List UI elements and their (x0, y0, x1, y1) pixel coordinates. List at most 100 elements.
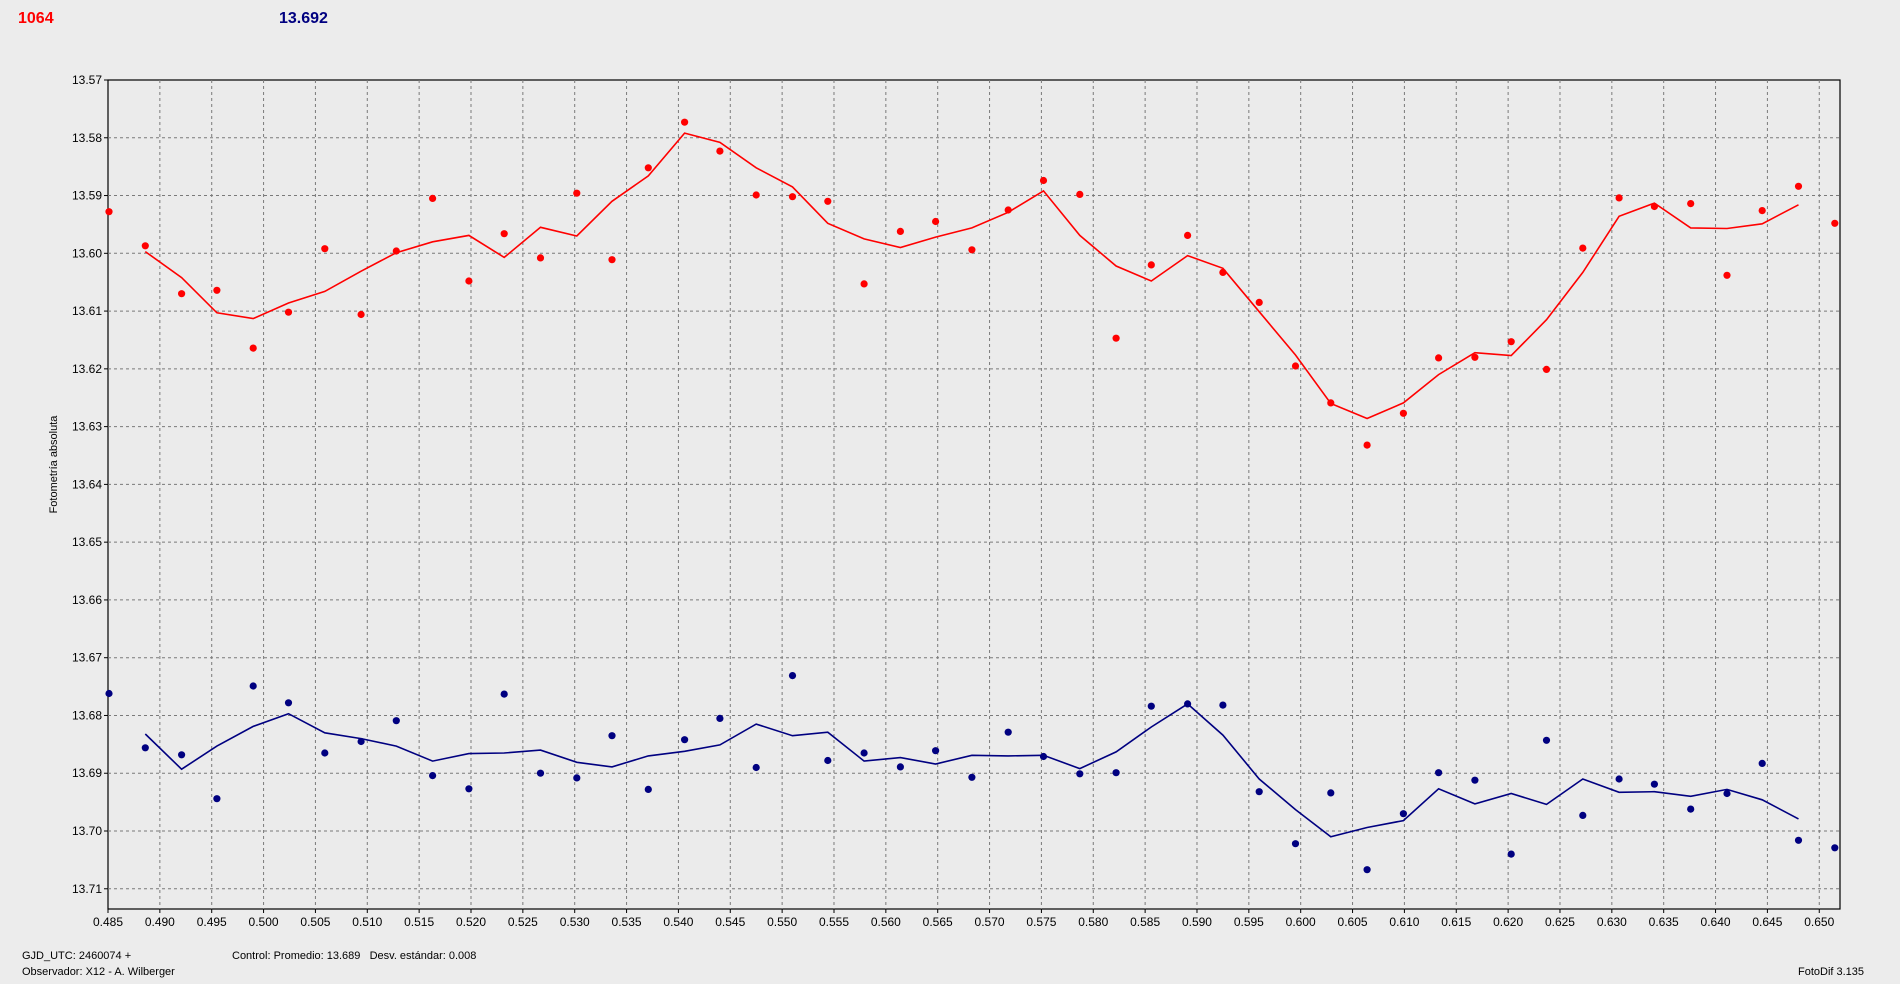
data-point[interactable] (1004, 728, 1012, 736)
data-point[interactable] (1255, 298, 1263, 306)
data-point[interactable] (321, 749, 329, 757)
data-point[interactable] (1758, 759, 1766, 768)
data-point[interactable] (321, 245, 329, 253)
data-point[interactable] (1039, 176, 1048, 185)
data-point[interactable] (178, 751, 186, 759)
data-point[interactable] (716, 714, 724, 723)
data-point[interactable] (860, 749, 868, 757)
data-point[interactable] (392, 717, 400, 725)
data-point[interactable] (788, 672, 797, 680)
data-point[interactable] (1687, 805, 1695, 813)
data-point[interactable] (896, 763, 905, 771)
data-point[interactable] (105, 208, 113, 216)
data-point[interactable] (1435, 354, 1443, 362)
data-point[interactable] (573, 774, 581, 782)
data-point[interactable] (932, 217, 940, 226)
data-point[interactable] (1184, 231, 1192, 239)
data-point[interactable] (1076, 770, 1084, 778)
data-point[interactable] (284, 308, 293, 316)
data-point[interactable] (536, 254, 545, 262)
data-point[interactable] (1291, 840, 1300, 848)
data-point[interactable] (968, 246, 976, 254)
data-point[interactable] (500, 230, 508, 238)
data-point[interactable] (824, 197, 832, 205)
data-point[interactable] (1758, 207, 1766, 215)
data-point[interactable] (1327, 789, 1335, 797)
data-point[interactable] (500, 690, 508, 698)
data-point[interactable] (1004, 206, 1012, 214)
data-point[interactable] (213, 286, 221, 294)
data-point[interactable] (1219, 701, 1227, 709)
data-point[interactable] (392, 247, 400, 255)
data-point[interactable] (1542, 736, 1551, 744)
data-point[interactable] (860, 280, 868, 288)
data-point[interactable] (536, 769, 545, 777)
data-point[interactable] (141, 242, 149, 250)
data-point[interactable] (1363, 866, 1371, 874)
data-point[interactable] (1471, 776, 1479, 784)
data-point[interactable] (752, 191, 760, 199)
data-point[interactable] (1076, 190, 1084, 198)
data-point[interactable] (968, 773, 976, 781)
data-point[interactable] (932, 747, 940, 755)
data-point[interactable] (1723, 271, 1731, 279)
data-point[interactable] (1184, 700, 1192, 708)
data-point[interactable] (1507, 338, 1515, 346)
data-point[interactable] (1399, 810, 1407, 818)
data-point[interactable] (357, 737, 365, 746)
data-point[interactable] (1147, 261, 1155, 269)
data-point[interactable] (752, 763, 760, 772)
data-point[interactable] (465, 785, 473, 793)
data-point[interactable] (1542, 365, 1551, 373)
data-point[interactable] (788, 193, 797, 201)
data-point[interactable] (716, 147, 724, 155)
data-point[interactable] (1399, 409, 1407, 417)
data-point[interactable] (1687, 200, 1695, 208)
data-point[interactable] (1363, 441, 1371, 449)
x-tick-label: 0.555 (819, 915, 849, 929)
data-point[interactable] (357, 310, 365, 319)
data-point[interactable] (644, 785, 652, 794)
data-point[interactable] (1039, 752, 1048, 761)
data-point[interactable] (429, 772, 437, 780)
data-point[interactable] (1794, 182, 1803, 190)
data-point[interactable] (1723, 789, 1731, 798)
data-point[interactable] (1831, 844, 1839, 852)
data-point[interactable] (249, 682, 257, 690)
data-point[interactable] (608, 732, 616, 740)
data-point[interactable] (1650, 780, 1658, 788)
data-point[interactable] (1112, 334, 1120, 342)
data-point[interactable] (644, 164, 652, 172)
data-point[interactable] (1831, 219, 1839, 227)
data-point[interactable] (896, 227, 905, 235)
data-point[interactable] (608, 256, 616, 264)
data-point[interactable] (141, 744, 149, 752)
data-point[interactable] (465, 277, 473, 285)
data-point[interactable] (1327, 399, 1335, 407)
data-point[interactable] (429, 194, 437, 202)
data-point[interactable] (284, 699, 293, 707)
data-point[interactable] (573, 189, 581, 197)
data-point[interactable] (1471, 353, 1479, 361)
data-point[interactable] (1255, 788, 1263, 796)
data-point[interactable] (1147, 702, 1155, 710)
data-point[interactable] (1112, 769, 1120, 777)
data-point[interactable] (1579, 811, 1587, 820)
data-point[interactable] (213, 795, 221, 803)
data-point[interactable] (1579, 244, 1587, 252)
data-point[interactable] (681, 118, 689, 126)
data-point[interactable] (1615, 775, 1623, 783)
data-point[interactable] (1435, 769, 1443, 777)
data-point[interactable] (824, 756, 832, 765)
data-point[interactable] (178, 290, 186, 298)
data-point[interactable] (1219, 268, 1227, 276)
data-point[interactable] (1291, 362, 1300, 370)
data-point[interactable] (1615, 194, 1623, 202)
data-point[interactable] (249, 344, 257, 352)
data-point[interactable] (1650, 202, 1658, 211)
data-point[interactable] (681, 736, 689, 744)
data-point[interactable] (1794, 836, 1803, 844)
data-point[interactable] (105, 689, 113, 698)
data-point[interactable] (1507, 850, 1515, 858)
